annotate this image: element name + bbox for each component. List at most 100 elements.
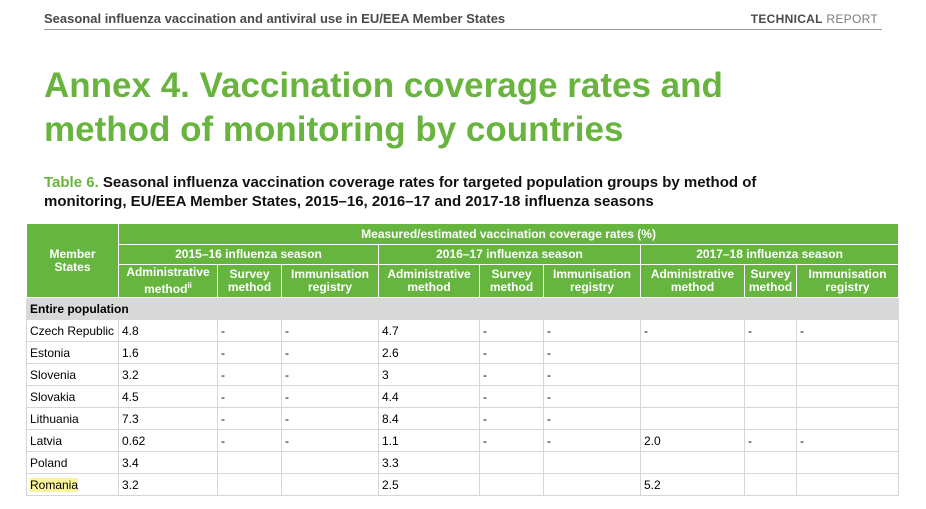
value-cell bbox=[281, 473, 379, 496]
annex-heading: Annex 4. Vaccination coverage rates and … bbox=[44, 64, 884, 152]
value-cell bbox=[744, 341, 797, 364]
value-cell bbox=[217, 451, 282, 474]
country-cell: Poland bbox=[26, 451, 119, 474]
report-title: Seasonal influenza vaccination and antiv… bbox=[44, 11, 506, 26]
value-cell: - bbox=[281, 319, 379, 342]
value-cell: - bbox=[543, 385, 641, 408]
value-cell bbox=[744, 473, 797, 496]
table-row: Slovakia 4.5- -4.4- - bbox=[26, 385, 900, 408]
value-cell bbox=[744, 407, 797, 430]
value-cell bbox=[479, 473, 544, 496]
page-header: Seasonal influenza vaccination and antiv… bbox=[44, 8, 882, 30]
value-cell: 2.6 bbox=[378, 341, 480, 364]
value-cell: - bbox=[479, 429, 544, 452]
season-header-2017-18: 2017–18 influenza season bbox=[639, 244, 900, 265]
survey-method-header: Survey method bbox=[217, 264, 282, 298]
value-cell bbox=[640, 363, 745, 386]
value-cell bbox=[281, 451, 379, 474]
country-cell: Latvia bbox=[26, 429, 119, 452]
value-cell: - bbox=[543, 363, 641, 386]
report-type-bold: TECHNICAL bbox=[750, 12, 823, 26]
table-caption-line2: monitoring, EU/EEA Member States, 2015–1… bbox=[44, 193, 654, 210]
value-cell: 4.7 bbox=[378, 319, 480, 342]
value-cell: 0.62 bbox=[118, 429, 218, 452]
section-label: Entire population bbox=[25, 297, 900, 320]
table-caption-label: Table 6. bbox=[44, 174, 99, 191]
value-cell: - bbox=[217, 363, 282, 386]
value-cell: 3 bbox=[378, 363, 480, 386]
value-cell: 1.6 bbox=[118, 341, 218, 364]
value-cell: - bbox=[479, 363, 544, 386]
value-cell: - bbox=[744, 429, 797, 452]
value-cell bbox=[795, 451, 900, 474]
value-cell: - bbox=[217, 319, 282, 342]
value-cell: - bbox=[479, 341, 544, 364]
value-cell: - bbox=[217, 341, 282, 364]
section-row: Entire population bbox=[25, 297, 900, 320]
value-cell bbox=[640, 385, 745, 408]
value-cell: 3.2 bbox=[118, 363, 218, 386]
value-cell: 4.4 bbox=[378, 385, 480, 408]
table-row: Czech Republic 4.8- -4.7- - - - - bbox=[26, 319, 900, 342]
measured-coverage-header: Measured/estimated vaccination coverage … bbox=[117, 223, 900, 245]
country-cell: Slovenia bbox=[26, 363, 119, 386]
country-cell: Slovakia bbox=[26, 385, 119, 408]
immunisation-registry-header: Immunisation registry bbox=[543, 264, 641, 298]
administrative-method-header: Administrative method bbox=[640, 264, 745, 298]
value-cell: 2.0 bbox=[640, 429, 745, 452]
value-cell: 3.3 bbox=[378, 451, 480, 474]
report-type: TECHNICAL REPORT bbox=[751, 12, 878, 26]
coverage-table: Member States Measured/estimated vaccina… bbox=[25, 223, 900, 496]
value-cell bbox=[795, 473, 900, 496]
table-row: Lithuania 7.3- -8.4- - bbox=[26, 407, 900, 430]
method-header-row: Administrative methodii Survey method Immuni… bbox=[27, 264, 900, 298]
value-cell bbox=[640, 341, 745, 364]
value-cell: 4.8 bbox=[118, 319, 218, 342]
value-cell bbox=[479, 451, 544, 474]
value-cell: - bbox=[217, 429, 282, 452]
value-cell bbox=[795, 341, 900, 364]
season-header-2015-16: 2015–16 influenza season bbox=[118, 244, 379, 265]
value-cell: - bbox=[795, 319, 900, 342]
coverage-table-body: Entire population Czech Republic 4.8- -4.7… bbox=[25, 297, 900, 496]
value-cell bbox=[543, 451, 641, 474]
table-row: Slovenia 3.2- -3- - bbox=[26, 363, 900, 386]
value-cell: - bbox=[479, 407, 544, 430]
value-cell: 2.5 bbox=[378, 473, 480, 496]
value-cell: - bbox=[281, 407, 379, 430]
value-cell: 4.5 bbox=[118, 385, 218, 408]
value-cell bbox=[640, 407, 745, 430]
table-caption: Table 6. Seasonal influenza vaccination … bbox=[44, 173, 884, 211]
country-cell: Czech Republic bbox=[26, 319, 119, 342]
administrative-method-header: Administrative methodii bbox=[118, 264, 218, 298]
value-cell bbox=[543, 473, 641, 496]
value-cell: - bbox=[543, 319, 641, 342]
value-cell bbox=[744, 451, 797, 474]
annex-heading-line1: Annex 4. Vaccination coverage rates and bbox=[44, 66, 723, 105]
value-cell bbox=[744, 385, 797, 408]
value-cell: 8.4 bbox=[378, 407, 480, 430]
value-cell: 5.2 bbox=[640, 473, 745, 496]
value-cell: - bbox=[479, 385, 544, 408]
member-states-header: Member States bbox=[26, 223, 119, 298]
value-cell: - bbox=[217, 407, 282, 430]
value-cell: 3.2 bbox=[118, 473, 218, 496]
value-cell bbox=[640, 451, 745, 474]
country-cell: Lithuania bbox=[26, 407, 119, 430]
season-header-2016-17: 2016–17 influenza season bbox=[378, 244, 641, 265]
immunisation-registry-header: Immunisation registry bbox=[281, 264, 379, 298]
value-cell bbox=[795, 385, 900, 408]
value-cell bbox=[795, 407, 900, 430]
country-cell: Romania bbox=[26, 473, 119, 496]
value-cell: 1.1 bbox=[378, 429, 480, 452]
administrative-method-header: Administrative method bbox=[378, 264, 480, 298]
table-row: Estonia 1.6- -2.6- - bbox=[26, 341, 900, 364]
survey-method-header: Survey method bbox=[744, 264, 797, 298]
value-cell: - bbox=[543, 407, 641, 430]
value-cell: - bbox=[795, 429, 900, 452]
value-cell: - bbox=[217, 385, 282, 408]
value-cell: - bbox=[640, 319, 745, 342]
value-cell: - bbox=[744, 319, 797, 342]
survey-method-header: Survey method bbox=[479, 264, 544, 298]
value-cell: - bbox=[543, 341, 641, 364]
